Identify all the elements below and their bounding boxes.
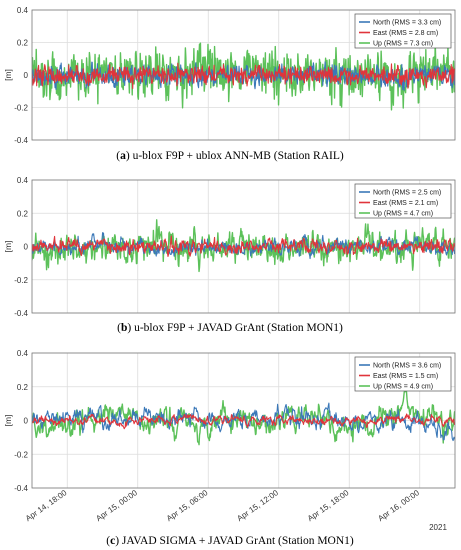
series-line-north — [32, 232, 455, 260]
legend-box — [354, 356, 452, 392]
x-tick-label: Apr 16, 00:00 — [376, 488, 421, 523]
legend-entry-east: East (RMS = 1.5 cm) — [373, 373, 438, 380]
series-line-north — [32, 61, 455, 91]
chart-panel-b: 0.4 0.2 0 -0.2 -0.4 [m] North (RMS = 2.5 cm) Ea… — [3, 176, 456, 334]
series-group — [32, 42, 455, 111]
legend-entry-east: East (RMS = 2.8 cm) — [373, 30, 438, 37]
caption: (c) JAVAD SIGMA + JAVAD GrAnt (Station M… — [106, 535, 354, 547]
caption: (b) u-blox F9P + JAVAD GrAnt (Station MO… — [117, 322, 343, 334]
plot-frame — [31, 352, 456, 489]
legend-box — [354, 13, 452, 49]
legend-entry-north: North (RMS = 3.6 cm) — [373, 363, 441, 370]
y-axis-label: [m] — [3, 69, 13, 81]
y-tick-label: 0.2 — [17, 383, 29, 392]
y-tick-label: -0.2 — [14, 276, 28, 285]
year-label: 2021 — [429, 523, 447, 532]
series-line-east — [32, 413, 455, 430]
y-axis-label: [m] — [3, 415, 13, 427]
plot-frame — [31, 179, 456, 314]
y-tick-label: 0.4 — [17, 6, 29, 15]
y-tick-label: 0.2 — [17, 39, 29, 48]
series-line-east — [32, 62, 455, 90]
legend-entry-up: Up (RMS = 4.7 cm) — [373, 211, 433, 218]
chart-panel-c: 0.4 0.2 0 -0.2 -0.4 [m] North (RMS = 3.6 cm) Ea… — [3, 349, 456, 547]
legend-box — [354, 183, 452, 219]
series-line-east — [32, 235, 455, 258]
legend-entry-north: North (RMS = 3.3 cm) — [373, 20, 441, 27]
caption: (a) u-blox F9P + ublox ANN-MB (Station R… — [116, 150, 344, 162]
series-group — [32, 219, 455, 273]
legend-entry-up: Up (RMS = 7.3 cm) — [373, 41, 433, 48]
legend-entry-up: Up (RMS = 4.9 cm) — [373, 384, 433, 391]
chart-panel-a: 0.4 0.2 0 -0.2 -0.4 [m] North (RMS = 3.3 cm) Ea… — [3, 6, 456, 162]
legend-entry-north: North (RMS = 2.5 cm) — [373, 190, 441, 197]
x-tick-label: Apr 15, 06:00 — [165, 488, 210, 523]
y-tick-label: 0.4 — [17, 176, 29, 185]
y-tick-label: -0.2 — [14, 104, 28, 113]
x-tick-label: Apr 14, 18:00 — [24, 488, 69, 523]
series-group — [32, 386, 455, 446]
x-tick-label: Apr 15, 00:00 — [94, 488, 139, 523]
y-tick-label: -0.2 — [14, 450, 28, 459]
series-line-up — [32, 386, 455, 446]
plot-frame — [31, 9, 456, 141]
y-tick-label: -0.4 — [14, 136, 28, 145]
y-tick-label: -0.4 — [14, 484, 28, 493]
y-tick-label: 0.2 — [17, 209, 29, 218]
x-tick-label: Apr 15, 18:00 — [306, 488, 351, 523]
y-tick-label: 0 — [24, 417, 29, 426]
y-tick-label: -0.4 — [14, 309, 28, 318]
x-tick-label: Apr 15, 12:00 — [235, 488, 280, 523]
legend-entry-east: East (RMS = 2.1 cm) — [373, 200, 438, 207]
y-tick-label: 0 — [24, 243, 29, 252]
y-tick-label: 0.4 — [17, 349, 29, 358]
y-axis-label: [m] — [3, 241, 13, 253]
y-tick-label: 0 — [24, 71, 29, 80]
